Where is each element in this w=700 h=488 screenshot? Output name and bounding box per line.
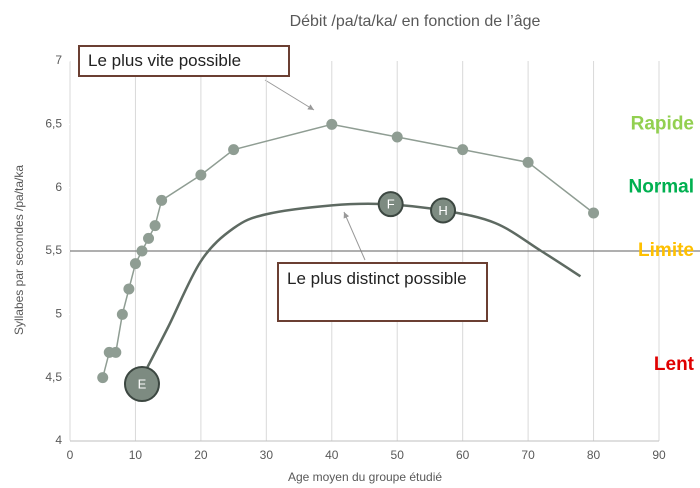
chart-title: Débit /pa/ta/ka/ en fonction de l’âge — [290, 13, 541, 30]
data-point — [129, 258, 141, 270]
data-point — [110, 346, 122, 358]
y-tick-label: 4 — [55, 433, 62, 447]
annotation-box: Le plus distinct possible — [277, 262, 488, 322]
x-tick-label: 80 — [587, 448, 601, 462]
data-point — [149, 220, 161, 232]
x-tick-label: 20 — [194, 448, 208, 462]
zone-label: Normal — [629, 177, 694, 198]
x-tick-label: 10 — [129, 448, 143, 462]
data-point — [195, 169, 207, 181]
y-axis-label: Syllabes par secondes /pa/ta/ka — [12, 165, 26, 335]
x-tick-label: 0 — [67, 448, 74, 462]
data-point — [123, 283, 135, 295]
zone-label: Limite — [638, 240, 694, 261]
x-tick-label: 50 — [391, 448, 405, 462]
x-tick-label: 60 — [456, 448, 470, 462]
point-label: F — [387, 197, 395, 212]
point-label: H — [438, 203, 447, 218]
x-tick-label: 40 — [325, 448, 339, 462]
point-label-marker — [377, 191, 404, 218]
y-tick-label: 6 — [55, 180, 62, 194]
point-label-marker — [430, 197, 457, 224]
zone-label: Rapide — [631, 113, 694, 134]
x-tick-label: 70 — [521, 448, 535, 462]
annotation-arrow — [343, 211, 366, 261]
y-tick-label: 4,5 — [45, 370, 62, 384]
y-tick-label: 5,5 — [45, 243, 62, 257]
zone-label: Lent — [654, 354, 695, 375]
series-line — [140, 202, 582, 379]
x-axis-label: Age moyen du groupe étudié — [288, 470, 442, 484]
data-point — [522, 156, 534, 168]
data-point — [136, 245, 148, 257]
data-point — [326, 118, 338, 130]
point-label-marker — [123, 366, 160, 402]
data-point — [391, 131, 403, 143]
data-point — [156, 194, 168, 206]
x-tick-label: 30 — [260, 448, 274, 462]
data-point — [97, 372, 109, 384]
annotation-box: Le plus vite possible — [78, 45, 290, 77]
point-label: E — [138, 376, 147, 391]
y-tick-label: 7 — [55, 53, 62, 67]
y-tick-label: 5 — [55, 307, 62, 321]
data-point — [588, 207, 600, 219]
data-point — [143, 232, 155, 244]
annotation-arrow — [264, 79, 315, 111]
data-point — [228, 144, 240, 156]
data-point — [116, 308, 128, 320]
y-tick-label: 6,5 — [45, 117, 62, 131]
data-point — [457, 144, 469, 156]
x-tick-label: 90 — [652, 448, 666, 462]
